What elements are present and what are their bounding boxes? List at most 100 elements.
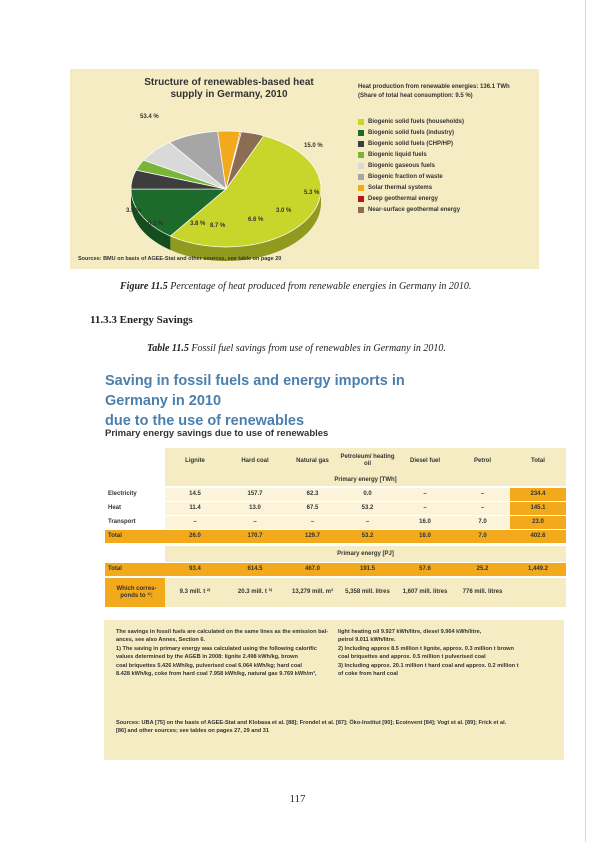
- note-line: 1) The saving in primary energy was calc…: [116, 645, 317, 652]
- legend-entry: Biogenic solid fuels (households): [358, 117, 538, 128]
- table-cell: 7.0: [455, 530, 510, 543]
- table-cell: 13.0: [225, 502, 285, 515]
- note-line: coal briquettes 5.426 kWh/kg, pulverised…: [116, 662, 302, 669]
- table-cell: 26.0: [165, 530, 225, 543]
- legend-label: Near-surface geothermal energy: [368, 206, 461, 213]
- page-edge: [585, 0, 586, 842]
- legend-label: Biogenic gaseous fuels: [368, 163, 436, 169]
- table-cell: 7.0: [455, 516, 510, 529]
- pie-data-label: 3.9 %: [126, 208, 142, 214]
- legend-label: Biogenic fraction of waste: [368, 173, 443, 180]
- table-cell: 20.3 mill. t ³⁾: [225, 578, 285, 607]
- notes-panel: The savings in fossil fuels are calculat…: [104, 620, 564, 760]
- pie-data-label: 3.8 %: [190, 221, 206, 227]
- table-cell: –: [455, 488, 510, 501]
- legend-title-line: (Share of total heat consumption: 9.5 %): [358, 93, 473, 99]
- legend-swatch: [358, 130, 364, 137]
- row-label: Which corres- ponds to ¹⁾:: [105, 578, 165, 607]
- row-label: Heat: [108, 505, 122, 511]
- table-cell: 14.5: [165, 488, 225, 501]
- table-cell: 5,358 mill. litres: [340, 578, 395, 607]
- chart-legend: Biogenic solid fuels (households) Biogeni…: [358, 117, 538, 215]
- legend-entry: Near-surface geothermal energy: [358, 204, 538, 215]
- table-cell: 614.5: [225, 563, 285, 576]
- table-caption: Table 11.5 Fossil fuel savings from use …: [147, 343, 446, 354]
- pie-data-label: 53.4 %: [140, 114, 159, 120]
- column-header: Hard coal: [241, 457, 269, 464]
- pie-data-label: 8.7 %: [210, 223, 226, 229]
- row-label: Transport: [108, 519, 136, 525]
- table-cell: 402.6: [510, 530, 566, 543]
- legend-label: Solar thermal systems: [368, 184, 433, 191]
- column-header: Total: [531, 457, 545, 464]
- legend-swatch: [358, 152, 364, 159]
- table-cell: 53.2: [340, 502, 395, 515]
- pie-data-label: 3.0 %: [276, 208, 292, 214]
- table-cell: 467.0: [285, 563, 340, 576]
- table-cell: [510, 578, 566, 607]
- unit-band: Primary energy [PJ]: [165, 546, 566, 562]
- table-cell: 1,449.2: [510, 563, 566, 576]
- note-line: light heating oil 9.927 kWh/litre, diese…: [338, 629, 482, 635]
- table-cell: 16.0: [395, 530, 455, 543]
- legend-label: Deep geothermal energy: [368, 195, 439, 202]
- table-title-line: Saving in fossil fuels and energy import…: [105, 373, 405, 409]
- legend-label: Biogenic solid fuels (industry): [368, 130, 455, 137]
- table-cell: 93.4: [165, 563, 225, 576]
- legend-title: Heat production from renewable energies:…: [358, 83, 538, 101]
- table-cell: 234.4: [510, 488, 566, 501]
- legend-swatch: [358, 119, 364, 126]
- table-cell: –: [395, 502, 455, 515]
- pie-slice: [130, 188, 227, 237]
- figure-source: Sources: BMU on basis of AGEE-Stat and o…: [78, 256, 282, 262]
- chart-title-line: Structure of renewables-based heat: [144, 77, 314, 88]
- table-cell: –: [395, 488, 455, 501]
- legend-swatch: [358, 206, 364, 213]
- notes-source-line: [86] and other sources; see tables on pa…: [116, 728, 269, 735]
- legend-swatch: [358, 141, 364, 148]
- notes-source-line: Sources: UBA [75] on the basis of AGEE-S…: [116, 720, 507, 726]
- note-line: 8.428 kWh/kg, coke from hard coal 7.958 …: [116, 671, 317, 677]
- note-line: The savings in fossil fuels are calculat…: [116, 629, 329, 635]
- table-cell: 25.2: [455, 563, 510, 576]
- note-line: values determined by the AGEB in 2008: l…: [116, 654, 298, 661]
- pie-data-label: 6.6 %: [248, 217, 264, 223]
- pie-slice-side: [170, 189, 321, 261]
- row-label: Total: [105, 563, 165, 576]
- legend-entry: Biogenic fraction of waste: [358, 171, 538, 182]
- pie-data-label: 5.3 %: [304, 190, 320, 196]
- table-cell: –: [225, 516, 285, 529]
- table-cell: 145.1: [510, 502, 566, 515]
- table-number: Table 11.5: [147, 343, 189, 354]
- table-cell: 23.0: [510, 516, 566, 529]
- note-line: coal briquettes and approx. 0.5 million …: [338, 654, 486, 661]
- table-cell: 0.0: [340, 488, 395, 501]
- note-line: 3) Including approx. 20.1 million t hard…: [338, 662, 519, 669]
- table-cell: 67.5: [285, 502, 340, 515]
- legend-entry: Biogenic liquid fuels: [358, 150, 538, 161]
- figure-panel: Structure of renewables-based heat suppl…: [70, 69, 539, 269]
- table-cell: –: [455, 502, 510, 515]
- legend-title-line: Heat production from renewable energies:…: [358, 84, 510, 90]
- chart-title-line: supply in Germany, 2010: [170, 89, 288, 100]
- section-heading: 11.3.3 Energy Savings: [90, 314, 193, 326]
- legend-label: Biogenic liquid fuels: [368, 152, 427, 159]
- row-label: Electricity: [108, 491, 137, 497]
- pie-slice-side: [131, 189, 171, 251]
- table-cell: 1,607 mill. litres: [395, 578, 455, 607]
- pie-data-label: 15.0 %: [304, 143, 323, 149]
- table-cell: 170.7: [225, 530, 285, 543]
- table-header-band: [165, 448, 566, 474]
- table-cell: 57.6: [395, 563, 455, 576]
- unit-band: Primary energy [TWh]: [165, 474, 566, 486]
- figure-number: Figure 11.5: [120, 281, 168, 292]
- legend-swatch: [358, 173, 364, 180]
- table-cell: –: [340, 516, 395, 529]
- column-header: Diesel fuel: [409, 457, 440, 464]
- chart-title: Structure of renewables-based heat suppl…: [144, 77, 314, 101]
- column-header: Petroleum/ heating oil: [340, 454, 395, 467]
- table-title: Saving in fossil fuels and energy import…: [105, 371, 465, 431]
- pie-slice: [225, 131, 265, 190]
- table-cell: 129.7: [285, 530, 340, 543]
- pie-slice: [169, 135, 322, 248]
